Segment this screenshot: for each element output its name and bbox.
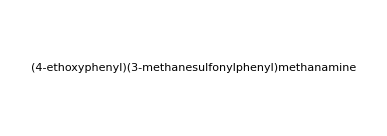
Text: (4-ethoxyphenyl)(3-methanesulfonylphenyl)methanamine: (4-ethoxyphenyl)(3-methanesulfonylphenyl… bbox=[31, 63, 356, 73]
